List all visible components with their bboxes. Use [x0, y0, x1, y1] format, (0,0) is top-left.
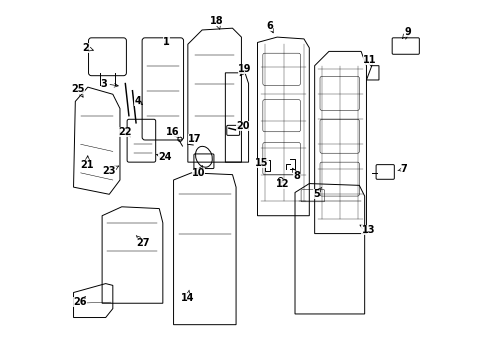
Text: 23: 23 — [102, 166, 119, 176]
Text: 8: 8 — [293, 168, 300, 181]
Text: 17: 17 — [188, 134, 202, 144]
Text: 11: 11 — [363, 55, 377, 67]
Text: 25: 25 — [71, 84, 85, 97]
Text: 15: 15 — [255, 158, 269, 168]
Text: 19: 19 — [238, 64, 252, 76]
Text: 9: 9 — [402, 27, 411, 39]
Text: 18: 18 — [210, 16, 224, 29]
Text: 24: 24 — [156, 152, 172, 162]
Text: 7: 7 — [398, 164, 407, 174]
Text: 4: 4 — [134, 96, 143, 107]
Text: 14: 14 — [181, 290, 195, 303]
Text: 26: 26 — [73, 297, 87, 307]
Text: 20: 20 — [236, 121, 250, 131]
Text: 27: 27 — [136, 235, 150, 248]
Text: 22: 22 — [119, 127, 132, 137]
Text: 16: 16 — [166, 127, 180, 138]
Text: 21: 21 — [80, 156, 94, 170]
Text: 13: 13 — [360, 225, 375, 235]
Text: 6: 6 — [267, 21, 273, 33]
Text: 5: 5 — [313, 187, 321, 199]
Text: 1: 1 — [163, 37, 170, 48]
Text: 12: 12 — [276, 179, 289, 189]
Text: 10: 10 — [192, 165, 205, 178]
Text: 2: 2 — [83, 43, 94, 53]
Text: 3: 3 — [100, 78, 118, 89]
